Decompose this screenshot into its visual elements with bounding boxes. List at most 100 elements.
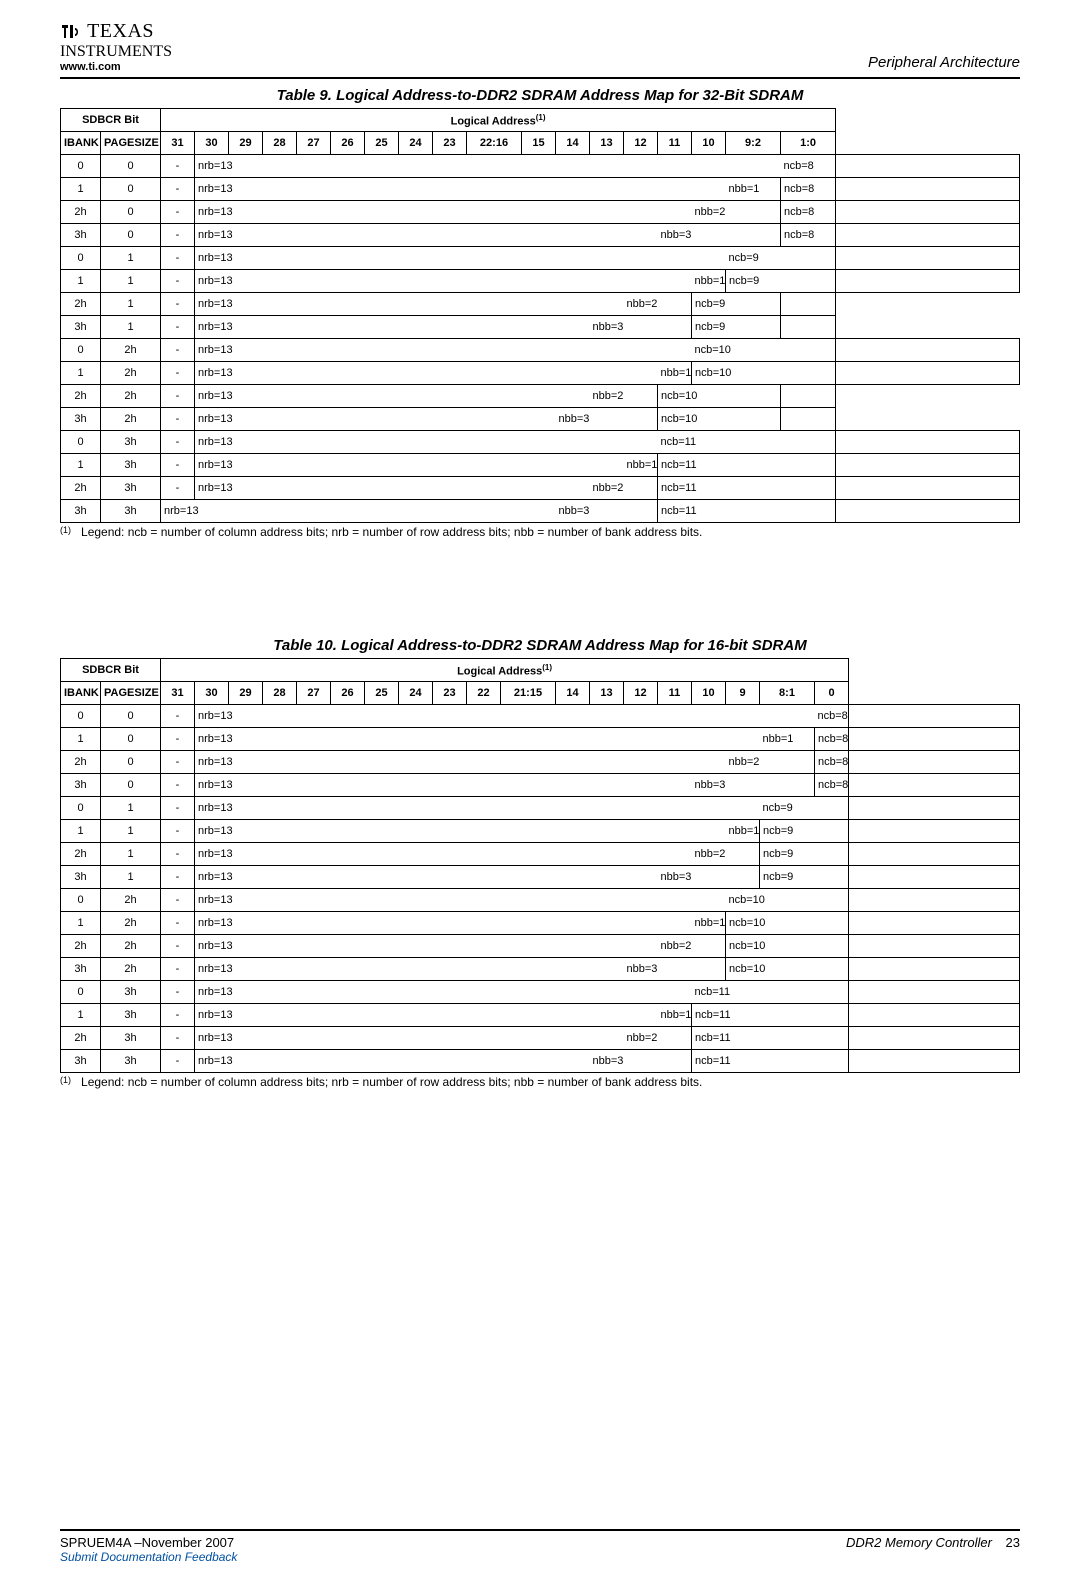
- map-cell: [433, 981, 692, 1004]
- pagesize-cell: 2h: [101, 385, 161, 408]
- col-header: 9:2: [726, 132, 781, 155]
- pagesize-cell: 2h: [101, 912, 161, 935]
- map-cell: -: [161, 935, 195, 958]
- pagesize-cell: 2h: [101, 408, 161, 431]
- pagesize-cell: 1: [101, 270, 161, 293]
- map-cell: [836, 201, 1020, 224]
- pagesize-cell: 0: [101, 201, 161, 224]
- map-cell: nbb=3: [692, 774, 815, 797]
- pagesize-cell: 0: [101, 774, 161, 797]
- map-cell: ncb=8: [781, 201, 836, 224]
- map-cell: nrb=13: [195, 843, 433, 866]
- map-cell: -: [161, 774, 195, 797]
- map-cell: [399, 362, 658, 385]
- map-cell: nrb=13: [195, 981, 433, 1004]
- map-cell: ncb=10: [726, 912, 849, 935]
- map-cell: -: [161, 178, 195, 201]
- table10-footnote: (1) Legend: ncb = number of column addre…: [60, 1075, 1020, 1089]
- map-cell: nbb=1: [760, 728, 815, 751]
- map-cell: nrb=13: [195, 454, 365, 477]
- map-cell: nrb=13: [195, 385, 365, 408]
- ibank-cell: 2h: [61, 477, 101, 500]
- map-cell: nrb=13: [195, 935, 399, 958]
- pagesize-cell: 0: [101, 224, 161, 247]
- feedback-link[interactable]: Submit Documentation Feedback: [60, 1550, 1020, 1564]
- map-cell: [467, 728, 760, 751]
- map-cell: [836, 362, 1020, 385]
- col-header: 10: [692, 682, 726, 705]
- brand-top: TEXAS: [87, 20, 154, 42]
- map-cell: nrb=13: [195, 270, 433, 293]
- col-header: 13: [590, 682, 624, 705]
- map-cell: nrb=13: [195, 316, 365, 339]
- pagesize-cell: 2h: [101, 958, 161, 981]
- map-cell: [399, 935, 658, 958]
- map-cell: [781, 316, 836, 339]
- pagesize-cell: 1: [101, 293, 161, 316]
- map-cell: nbb=3: [590, 1050, 692, 1073]
- col-header: 27: [297, 682, 331, 705]
- ti-logo-icon: [60, 23, 84, 43]
- map-cell: [399, 866, 658, 889]
- map-cell: [399, 293, 624, 316]
- map-cell: -: [161, 224, 195, 247]
- ibank-cell: 0: [61, 247, 101, 270]
- map-cell: -: [161, 912, 195, 935]
- map-cell: nbb=2: [624, 293, 692, 316]
- map-cell: [467, 201, 692, 224]
- map-cell: -: [161, 477, 195, 500]
- pagesize-cell: 3h: [101, 1004, 161, 1027]
- map-cell: nbb=2: [692, 843, 760, 866]
- col-header: 1:0: [781, 132, 836, 155]
- map-cell: nrb=13: [161, 500, 297, 523]
- map-cell: nbb=1: [692, 270, 726, 293]
- map-cell: nbb=3: [590, 316, 692, 339]
- col-header: 12: [624, 682, 658, 705]
- table10-title: Table 10. Logical Address-to-DDR2 SDRAM …: [60, 637, 1020, 654]
- col-header: 0: [815, 682, 849, 705]
- map-cell: [501, 705, 815, 728]
- map-cell: ncb=11: [658, 477, 836, 500]
- table9-footnote: (1) Legend: ncb = number of column addre…: [60, 525, 1020, 539]
- col-header: 24: [399, 682, 433, 705]
- map-cell: ncb=8: [781, 178, 836, 201]
- map-cell: ncb=11: [658, 454, 836, 477]
- col-header: 25: [365, 682, 399, 705]
- map-cell: [399, 1004, 658, 1027]
- map-cell: ncb=9: [760, 843, 849, 866]
- map-cell: [836, 339, 1020, 362]
- map-cell: [365, 316, 590, 339]
- ibank-cell: 0: [61, 981, 101, 1004]
- map-cell: [501, 797, 760, 820]
- ibank-cell: 1: [61, 454, 101, 477]
- ibank-cell: 1: [61, 1004, 101, 1027]
- pagesize-cell: 3h: [101, 477, 161, 500]
- map-cell: ncb=9: [726, 270, 836, 293]
- ibank-cell: 3h: [61, 1050, 101, 1073]
- col-header: 28: [263, 132, 297, 155]
- map-cell: [849, 1004, 1020, 1027]
- map-cell: nrb=13: [195, 751, 467, 774]
- map-cell: -: [161, 705, 195, 728]
- ibank-cell: 1: [61, 362, 101, 385]
- map-cell: nbb=2: [624, 1027, 692, 1050]
- pagesize-cell: 0: [101, 728, 161, 751]
- ibank-cell: 2h: [61, 935, 101, 958]
- map-cell: nrb=13: [195, 797, 501, 820]
- map-cell: ncb=11: [692, 1050, 849, 1073]
- map-cell: -: [161, 728, 195, 751]
- map-cell: [433, 843, 692, 866]
- map-cell: -: [161, 820, 195, 843]
- map-cell: [467, 820, 726, 843]
- ibank-cell: 0: [61, 797, 101, 820]
- col-header: 13: [590, 132, 624, 155]
- map-cell: nbb=3: [556, 408, 658, 431]
- map-cell: nrb=13: [195, 912, 433, 935]
- col-header: 23: [433, 682, 467, 705]
- pagesize-cell: 1: [101, 820, 161, 843]
- map-cell: ncb=8: [815, 774, 849, 797]
- map-cell: nbb=1: [658, 362, 692, 385]
- map-cell: [433, 178, 726, 201]
- map-cell: ncb=10: [658, 385, 781, 408]
- map-cell: ncb=11: [692, 981, 849, 1004]
